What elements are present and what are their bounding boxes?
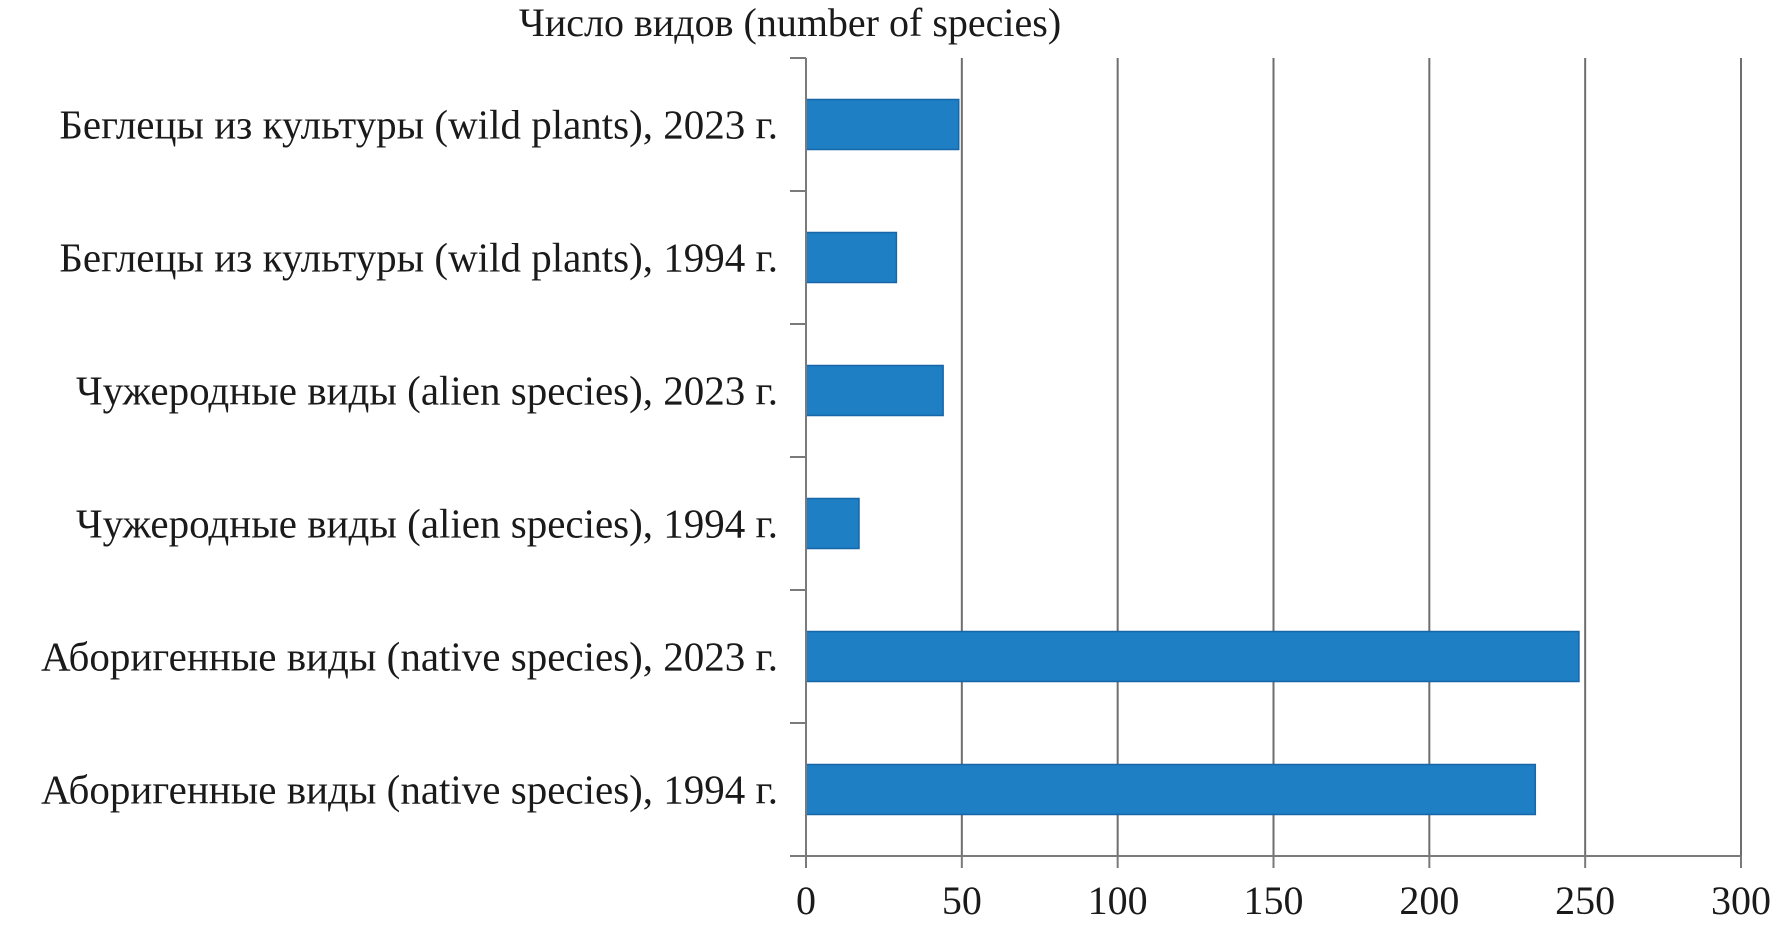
- bar-6: [805, 763, 1537, 816]
- category-label: Аборигенные виды (native species), 1994 …: [41, 767, 778, 813]
- x-tick-label: 250: [1555, 878, 1615, 923]
- grid-lines: [960, 58, 1742, 856]
- x-tick-label: 0: [796, 878, 816, 923]
- x-tick-label: 200: [1399, 878, 1459, 923]
- bar-3: [805, 364, 944, 417]
- chart-title: Число видов (number of species): [519, 0, 1061, 45]
- category-label: Беглецы из культуры (wild plants), 1994 …: [59, 235, 778, 281]
- bar-2: [805, 231, 898, 284]
- x-tick-label: 50: [942, 878, 982, 923]
- x-tick-labels: 0 50 100 150 200 250 300: [796, 878, 1771, 923]
- category-label: Чужеродные виды (alien species), 1994 г.: [76, 501, 778, 547]
- axes: [790, 57, 1742, 868]
- x-tick-label: 100: [1088, 878, 1148, 923]
- bar-4: [805, 497, 860, 550]
- bar-1: [805, 98, 960, 151]
- bar-5: [805, 630, 1580, 683]
- category-label: Чужеродные виды (alien species), 2023 г.: [76, 368, 778, 414]
- x-tick-label: 150: [1244, 878, 1304, 923]
- bars: [805, 98, 1580, 816]
- category-labels: Беглецы из культуры (wild plants), 2023 …: [41, 102, 778, 813]
- category-label: Беглецы из культуры (wild plants), 2023 …: [59, 102, 778, 148]
- x-tick-label: 300: [1711, 878, 1771, 923]
- category-label: Аборигенные виды (native species), 2023 …: [41, 634, 778, 680]
